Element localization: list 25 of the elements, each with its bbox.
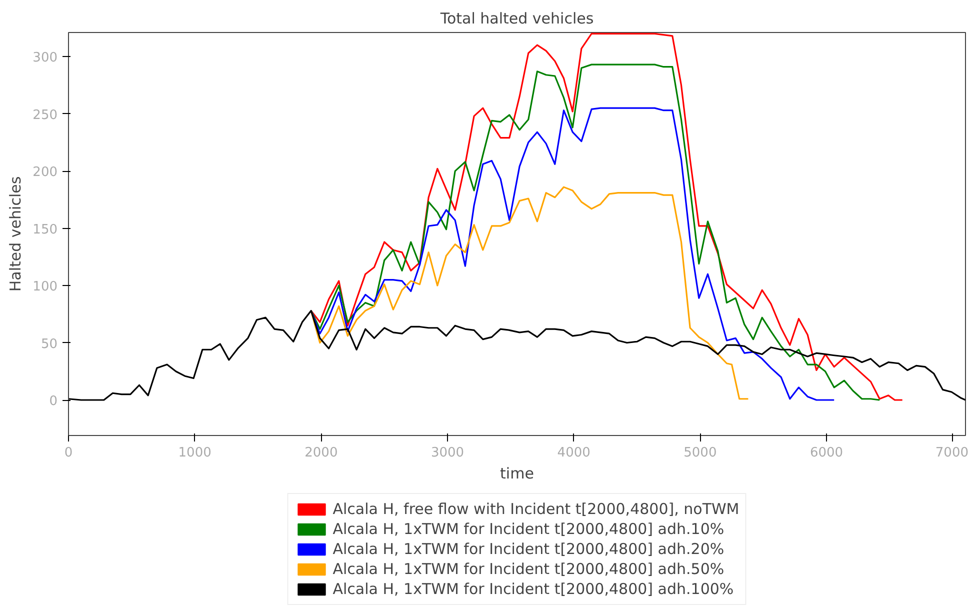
legend-label: Alcala H, 1xTWM for Incident t[2000,4800] adh.20% <box>332 540 724 558</box>
y-tick-label: 0 <box>49 394 58 410</box>
x-tick-label: 4000 <box>557 446 590 460</box>
y-tick-label: 300 <box>32 50 58 66</box>
y-tick-label: 50 <box>40 336 58 352</box>
chart-title: Total halted vehicles <box>439 10 594 28</box>
x-tick-label: 7000 <box>935 446 968 460</box>
legend-label: Alcala H, free flow with Incident t[2000,4800], noTWM <box>332 500 740 518</box>
x-tick-label: 5000 <box>684 446 717 460</box>
x-axis-title: time <box>500 464 534 482</box>
legend-label: Alcala H, 1xTWM for Incident t[2000,4800] adh.100% <box>332 580 734 598</box>
line-series <box>310 186 749 400</box>
y-tick-label: 200 <box>32 165 58 180</box>
legend-label: Alcala H, 1xTWM for Incident t[2000,4800] adh.10% <box>332 520 724 538</box>
x-tick-label: 1000 <box>178 446 212 460</box>
legend-label: Alcala H, 1xTWM for Incident t[2000,4800] adh.50% <box>332 560 724 578</box>
line-series <box>310 107 835 401</box>
y-axis-title: Halted vehicles <box>6 176 25 292</box>
x-tick-label: 6000 <box>810 446 844 460</box>
y-tick-label: 100 <box>32 280 58 295</box>
x-tick-label: 3000 <box>430 446 464 460</box>
y-tick-label: 150 <box>32 222 58 238</box>
x-tick-label: 2000 <box>304 446 338 460</box>
y-tick-label: 250 <box>32 108 58 123</box>
x-tick-label: 0 <box>64 446 73 460</box>
